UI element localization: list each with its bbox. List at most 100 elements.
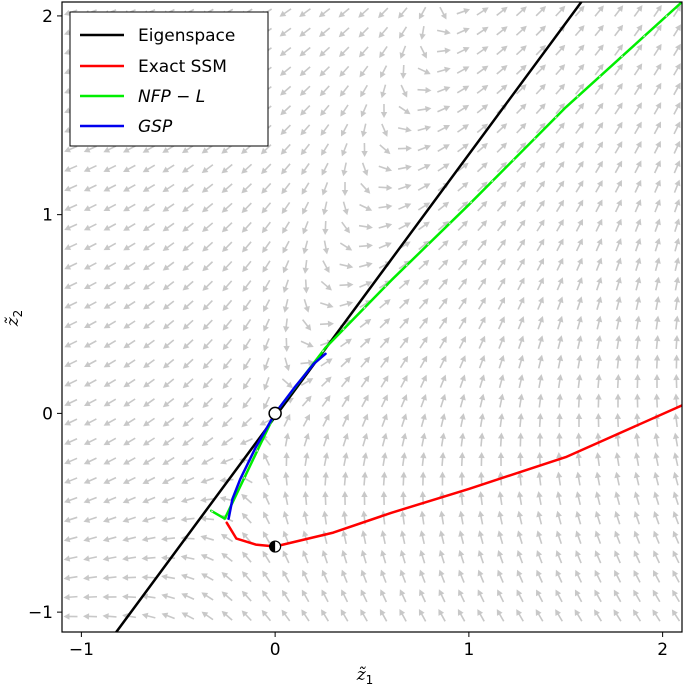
field-arrow — [458, 510, 465, 525]
field-arrow — [439, 432, 447, 447]
field-arrow — [142, 457, 156, 465]
field-arrow — [420, 413, 427, 428]
field-arrow — [673, 121, 681, 135]
field-arrow — [301, 609, 310, 622]
field-arrow — [142, 145, 156, 153]
field-arrow — [400, 510, 407, 525]
field-arrow — [103, 184, 117, 192]
field-arrow — [476, 65, 489, 75]
field-arrow — [281, 182, 291, 195]
field-arrow — [299, 27, 311, 37]
field-arrow — [123, 359, 136, 368]
field-arrow — [341, 162, 348, 177]
field-arrow — [614, 82, 623, 95]
field-arrow — [143, 378, 155, 388]
field-arrow — [614, 160, 623, 174]
field-arrow — [555, 102, 565, 115]
field-arrow — [241, 241, 252, 253]
field-arrow — [379, 144, 391, 155]
field-arrow — [220, 533, 234, 543]
field-arrow — [143, 339, 155, 349]
field-arrow — [476, 162, 488, 173]
field-arrow — [401, 413, 408, 427]
field-arrow — [202, 377, 213, 389]
field-arrow — [436, 66, 451, 73]
field-arrow — [84, 340, 97, 348]
field-arrow — [535, 83, 546, 95]
field-arrow — [477, 589, 485, 603]
field-arrow — [283, 318, 290, 333]
field-arrow — [615, 296, 622, 311]
field-arrow — [359, 65, 369, 78]
field-arrow — [456, 8, 471, 15]
field-arrow — [83, 536, 98, 543]
field-arrow — [397, 164, 412, 171]
field-arrow — [142, 476, 156, 484]
field-arrow — [64, 145, 78, 153]
field-arrow — [497, 549, 504, 564]
field-arrow — [615, 354, 622, 369]
field-arrow — [634, 374, 641, 389]
field-arrow — [320, 124, 330, 136]
field-arrow — [222, 397, 233, 409]
field-arrow — [320, 104, 330, 117]
field-arrow — [575, 141, 584, 154]
field-arrow — [222, 299, 233, 311]
field-arrow — [222, 241, 233, 253]
field-arrow — [595, 180, 603, 193]
field-arrow — [556, 277, 564, 291]
field-arrow — [162, 281, 175, 291]
field-arrow — [419, 510, 426, 525]
field-arrow — [633, 102, 642, 115]
field-arrow — [672, 550, 680, 564]
field-arrow — [458, 335, 466, 349]
field-arrow — [281, 589, 291, 603]
field-arrow — [458, 530, 465, 545]
field-arrow — [633, 550, 641, 564]
field-arrow — [242, 397, 252, 409]
field-arrow — [417, 183, 431, 191]
field-arrow — [537, 354, 544, 369]
field-arrow — [458, 452, 466, 467]
field-arrow — [222, 260, 233, 272]
field-arrow — [83, 145, 97, 153]
field-arrow — [263, 491, 271, 505]
field-arrow — [556, 354, 564, 369]
field-arrow — [359, 281, 373, 288]
field-arrow — [419, 45, 427, 59]
field-arrow — [302, 491, 309, 506]
field-arrow — [103, 320, 117, 329]
field-arrow — [141, 535, 156, 543]
field-arrow — [103, 281, 117, 290]
field-arrow — [458, 297, 467, 310]
field-arrow — [221, 552, 233, 562]
field-arrow — [358, 261, 373, 268]
field-arrow — [302, 201, 310, 215]
field-arrow — [516, 161, 527, 173]
field-arrow — [322, 240, 330, 255]
field-arrow — [535, 609, 544, 622]
field-arrow — [103, 203, 117, 211]
field-arrow — [653, 550, 661, 564]
field-arrow — [378, 26, 389, 38]
field-arrow — [339, 300, 354, 307]
field-arrow — [594, 24, 604, 37]
field-arrow — [181, 456, 195, 465]
field-arrow — [614, 432, 621, 447]
field-arrow — [555, 589, 563, 603]
field-arrow — [437, 144, 450, 152]
y-tick-label: 1 — [42, 206, 53, 226]
field-arrow — [515, 45, 527, 56]
field-arrow — [672, 452, 680, 467]
field-arrow — [476, 123, 489, 134]
field-arrow — [162, 339, 175, 349]
field-arrow — [222, 319, 233, 331]
field-arrow — [633, 82, 643, 96]
field-arrow — [341, 530, 348, 545]
field-arrow — [399, 569, 407, 583]
field-arrow — [302, 550, 309, 564]
field-arrow — [241, 183, 253, 194]
field-arrow — [181, 593, 195, 600]
field-arrow — [202, 280, 214, 291]
field-arrow — [63, 593, 78, 601]
